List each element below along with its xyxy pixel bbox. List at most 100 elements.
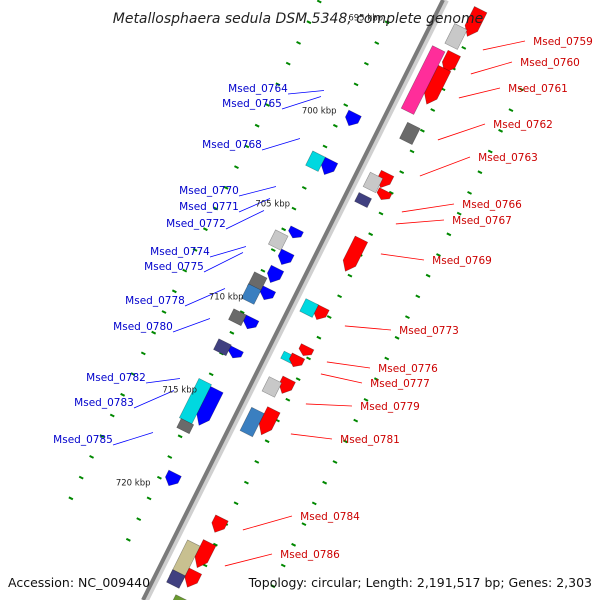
leader-line [380,253,425,261]
leader-line [305,403,353,407]
reverse-gene[interactable] [213,338,232,357]
reverse-gene[interactable] [176,418,195,435]
reverse-gene[interactable] [275,248,295,268]
tick-mark [254,459,260,464]
forward-gene[interactable] [209,514,229,536]
reverse-gene[interactable] [264,264,285,286]
forward-gene[interactable] [166,569,186,589]
forward-gene[interactable] [400,45,446,115]
leader-line [401,203,455,213]
tick-mark [373,377,379,382]
leader-line [184,288,226,307]
forward-gene[interactable] [276,375,296,397]
forward-gene[interactable] [239,406,265,438]
reverse-gene-label[interactable]: Msed_0772 [166,218,226,230]
forward-gene-label[interactable]: Msed_0763 [478,152,538,164]
reverse-gene-label[interactable]: Msed_0770 [179,185,239,197]
tick-mark [243,480,249,485]
forward-gene[interactable] [297,343,315,359]
tick-mark [109,413,115,418]
leader-line [344,325,392,331]
forward-gene-label[interactable]: Msed_0781 [340,434,400,446]
reverse-gene[interactable] [343,109,362,129]
forward-gene-label[interactable]: Msed_0769 [432,255,492,267]
forward-gene-label[interactable]: Msed_0776 [378,363,438,375]
reverse-gene-label[interactable]: Msed_0765 [222,98,282,110]
forward-gene-label[interactable]: Msed_0759 [533,36,593,48]
tick-mark [156,475,162,480]
forward-gene-label[interactable]: Msed_0784 [300,511,360,523]
forward-gene-label[interactable]: Msed_0761 [508,83,568,95]
reverse-gene-label[interactable]: Msed_0764 [228,83,288,95]
tick-mark [146,496,152,501]
reverse-gene[interactable] [258,285,277,303]
forward-gene[interactable] [261,376,283,398]
scale-label: 695 kbp [348,13,383,23]
leader-line [209,246,247,258]
reverse-gene-label[interactable]: Msed_0774 [150,246,210,258]
forward-gene-label[interactable]: Msed_0760 [520,57,580,69]
scale-label: 715 kbp [162,385,197,395]
forward-gene[interactable] [191,539,217,571]
reverse-gene[interactable] [318,156,339,178]
reverse-gene[interactable] [193,386,224,428]
tick-mark [322,480,328,485]
forward-gene-label[interactable]: Msed_0786 [280,549,340,561]
forward-gene[interactable] [299,298,319,318]
tick-mark [498,128,504,133]
forward-gene-label[interactable]: Msed_0766 [462,199,522,211]
reverse-gene[interactable] [228,308,247,327]
reverse-gene-label[interactable]: Msed_0775 [144,261,204,273]
tick-mark [208,372,214,377]
forward-gene-label[interactable]: Msed_0773 [399,325,459,337]
reverse-gene[interactable] [163,469,182,489]
reverse-gene-label[interactable]: Msed_0785 [53,434,113,446]
forward-gene[interactable] [170,594,189,600]
tick-mark [239,310,245,315]
tick-mark [177,434,183,439]
reverse-gene[interactable] [305,150,326,172]
leader-line [224,553,273,567]
forward-gene[interactable] [399,121,421,145]
forward-gene[interactable] [362,171,384,194]
reverse-gene-label[interactable]: Msed_0783 [74,397,134,409]
tick-mark [404,315,410,319]
forward-gene[interactable] [310,303,330,323]
tick-mark [254,123,260,128]
accession-label: Accession: NC_009440 [8,575,150,590]
tick-mark [306,20,312,25]
tick-mark [285,61,291,66]
tick-mark [125,537,131,542]
tick-mark [363,397,369,402]
reverse-gene[interactable] [267,229,289,251]
forward-gene-label[interactable]: Msed_0767 [452,215,512,227]
forward-gene[interactable] [438,49,461,76]
reverse-gene[interactable] [226,345,244,361]
tick-mark [384,20,390,25]
forward-gene-label[interactable]: Msed_0779 [360,401,420,413]
forward-gene[interactable] [444,23,468,50]
reverse-gene-label[interactable]: Msed_0768 [202,139,262,151]
forward-gene-label[interactable]: Msed_0762 [493,119,553,131]
reverse-gene-label[interactable]: Msed_0780 [113,321,173,333]
tick-mark [378,211,384,216]
forward-gene[interactable] [255,406,281,438]
reverse-gene[interactable] [241,314,260,332]
forward-gene[interactable] [339,235,369,274]
tick-mark [285,397,291,402]
tick-mark [343,103,349,108]
reverse-gene-label[interactable]: Msed_0778 [125,295,185,307]
forward-gene[interactable] [287,352,306,370]
forward-gene-label[interactable]: Msed_0777 [370,378,430,390]
reverse-gene-label[interactable]: Msed_0771 [179,201,239,213]
reverse-gene[interactable] [286,225,304,241]
forward-gene[interactable] [375,187,393,203]
tick-mark [456,211,462,216]
tick-mark [353,418,359,423]
forward-gene[interactable] [420,64,452,107]
forward-gene[interactable] [181,567,203,590]
reverse-gene-label[interactable]: Msed_0782 [86,372,146,384]
forward-gene[interactable] [354,192,372,209]
reverse-gene[interactable] [240,283,262,305]
leader-line [238,186,277,197]
